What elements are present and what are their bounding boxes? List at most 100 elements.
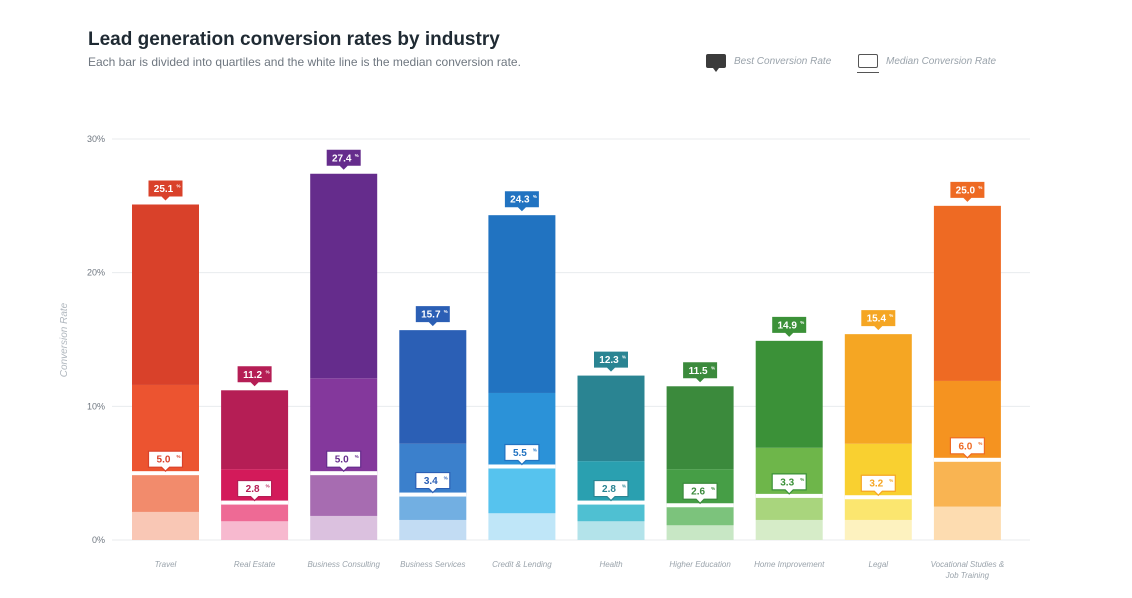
- best-value-callout: [683, 362, 718, 383]
- best-value-label: 24.3: [510, 195, 530, 206]
- median-value-callout: [860, 474, 896, 497]
- bar-segment-q4: [310, 173, 378, 379]
- x-tick-label: Business Services: [400, 560, 465, 569]
- median-line: [666, 503, 734, 508]
- bar-segment-q1: [488, 513, 556, 540]
- median-value-callout: [415, 471, 451, 494]
- chart-title: Lead generation conversion rates by indu…: [88, 29, 500, 50]
- bar-segment-q2: [666, 505, 734, 526]
- bar-segment-q2: [844, 497, 912, 520]
- x-tick-label: Health: [599, 560, 623, 569]
- best-value-label: 15.4: [867, 314, 887, 325]
- x-tick-label: Legal: [869, 560, 889, 569]
- chart-subtitle: Each bar is divided into quartiles and t…: [88, 55, 521, 69]
- best-value-unit: %: [800, 320, 804, 325]
- legend-best-label: Best Conversion Rate: [734, 55, 832, 67]
- y-tick-label: 0%: [92, 535, 105, 545]
- best-value-unit: %: [355, 153, 359, 158]
- median-value-unit: %: [978, 441, 982, 446]
- y-tick-label: 20%: [87, 268, 105, 278]
- best-value-callout: [950, 181, 985, 202]
- best-value-callout: [594, 351, 628, 372]
- median-value-unit: %: [711, 486, 715, 491]
- legend-best: Best Conversion Rate: [706, 54, 832, 72]
- median-line: [755, 493, 823, 498]
- bar-segment-q4: [488, 215, 556, 393]
- median-value-unit: %: [889, 478, 893, 483]
- best-value-unit: %: [444, 309, 448, 314]
- bar-segment-q4: [755, 340, 823, 448]
- median-conversion-swatch-icon: [857, 54, 879, 73]
- median-value-callout: [593, 479, 629, 502]
- x-tick-label: Real Estate: [234, 560, 276, 569]
- median-value-label: 5.5: [513, 448, 527, 459]
- median-value-label: 5.0: [335, 455, 349, 466]
- best-value-callout: [148, 180, 183, 201]
- legend-median: Median Conversion Rate: [857, 54, 997, 73]
- x-tick-label: Credit & Lending: [492, 560, 552, 569]
- median-line: [488, 464, 556, 469]
- median-value-unit: %: [444, 476, 448, 481]
- median-line: [399, 492, 467, 497]
- median-value-unit: %: [266, 484, 270, 489]
- best-value-label: 25.1: [154, 184, 174, 195]
- bar-segment-q1: [132, 511, 199, 540]
- best-value-unit: %: [711, 365, 715, 370]
- median-value-unit: %: [177, 454, 181, 459]
- best-value-callout: [326, 149, 361, 170]
- best-conversion-swatch-icon: [706, 54, 726, 72]
- best-value-unit: %: [177, 183, 181, 188]
- bar-segment-q2: [310, 473, 378, 516]
- median-line: [577, 500, 645, 505]
- best-value-unit: %: [622, 355, 626, 360]
- bar-segment-q2: [399, 494, 467, 520]
- bar-segment-q1: [399, 519, 467, 540]
- median-value-callout: [682, 482, 718, 505]
- best-value-label: 15.7: [421, 310, 441, 321]
- median-value-unit: %: [800, 477, 804, 482]
- bar-segment-q4: [844, 334, 912, 444]
- best-value-unit: %: [533, 194, 537, 199]
- bar-segment-q2: [577, 502, 645, 522]
- bar-segment-q4: [577, 375, 645, 462]
- bar-segment-q1: [844, 519, 912, 540]
- median-value-callout: [771, 473, 807, 495]
- y-axis-label: Conversion Rate: [59, 302, 70, 377]
- best-value-unit: %: [266, 369, 270, 374]
- best-value-label: 25.0: [956, 185, 976, 196]
- median-line: [933, 457, 1001, 462]
- best-value-callout: [415, 306, 450, 327]
- median-value-label: 2.8: [246, 484, 260, 495]
- bar-segment-q4: [399, 330, 467, 444]
- best-value-label: 11.5: [689, 366, 708, 377]
- median-value-unit: %: [533, 447, 537, 452]
- x-tick-label: Travel: [155, 560, 177, 569]
- median-value-callout: [949, 437, 985, 459]
- median-value-label: 2.6: [691, 487, 705, 498]
- median-value-label: 2.8: [602, 484, 616, 495]
- median-value-label: 3.2: [869, 479, 883, 490]
- legend-median-label: Median Conversion Rate: [886, 55, 997, 67]
- bar-segment-q1: [755, 519, 823, 540]
- y-tick-label: 10%: [87, 401, 105, 411]
- median-line: [844, 495, 912, 500]
- best-value-unit: %: [889, 313, 893, 318]
- x-tick-label: Business Consulting: [307, 560, 380, 569]
- median-value-unit: %: [355, 454, 359, 459]
- median-value-callout: [326, 450, 362, 473]
- bar-segment-q1: [221, 521, 289, 540]
- bar-segment-q1: [933, 506, 1001, 540]
- best-value-unit: %: [978, 185, 982, 190]
- median-value-unit: %: [622, 484, 626, 489]
- best-value-callout: [237, 366, 272, 387]
- bar-segment-q1: [310, 515, 378, 540]
- median-value-label: 3.4: [424, 476, 438, 487]
- median-value-callout: [237, 479, 273, 502]
- median-value-callout: [147, 450, 184, 473]
- bar-segment-q4: [221, 390, 289, 470]
- median-value-label: 3.3: [780, 477, 794, 488]
- best-value-callout: [504, 191, 539, 212]
- median-value-label: 5.0: [157, 455, 171, 466]
- bar-segment-q4: [666, 386, 734, 470]
